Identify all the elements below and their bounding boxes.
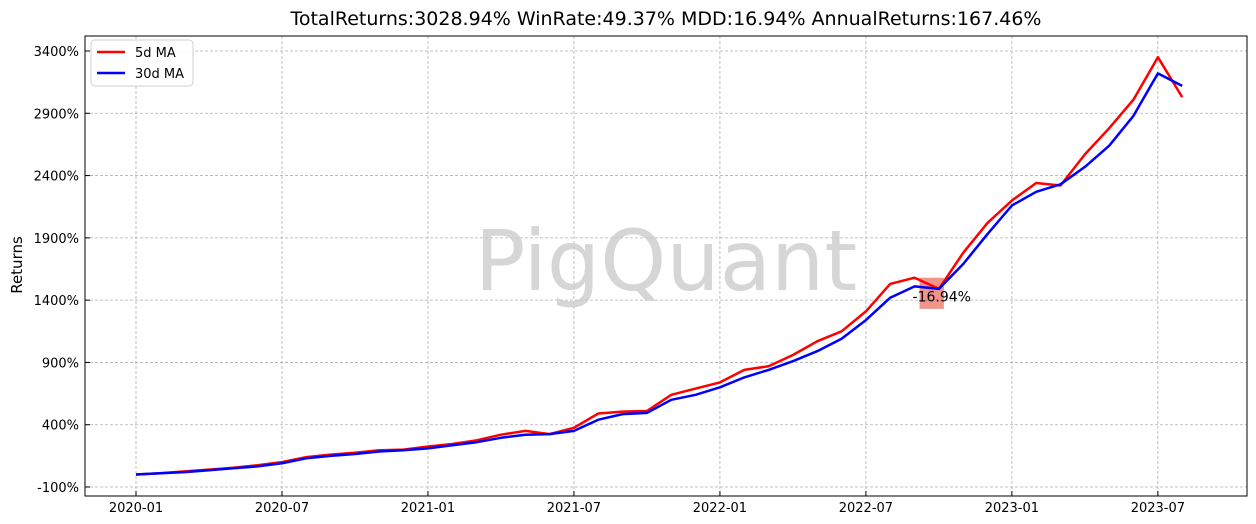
legend-label-30d-ma: 30d MA [135,67,184,82]
grid [85,36,1247,496]
y-tick-label: 3400% [34,45,79,60]
x-tick-label: 2020-01 [109,501,163,516]
x-tick-label: 2022-01 [693,501,747,516]
x-tick-label: 2023-07 [1131,501,1185,516]
y-tick-label: 2900% [34,107,79,122]
y-tick-label: 2400% [34,170,79,185]
watermark: PigQuant [475,212,857,310]
chart-title: TotalReturns:3028.94% WinRate:49.37% MDD… [289,8,1041,30]
axis-ticks: -100% 400% 900% 1400% 1900% 2400% 2900% 3400% 20… [34,45,1185,516]
plot-frame [84,35,1248,497]
x-tick-label: 2021-07 [547,501,601,516]
legend-label-5d-ma: 5d MA [135,46,176,61]
y-tick-label: -100% [37,481,79,496]
x-tick-label: 2021-01 [401,501,455,516]
y-tick-label: 1400% [34,294,79,309]
x-tick-label: 2023-01 [985,501,1039,516]
y-tick-label: 1900% [34,232,79,247]
drawdown-annotation: -16.94% [913,289,971,305]
series-line-30d-ma [135,72,1183,476]
x-tick-label: 2022-07 [839,501,893,516]
plot-area [85,36,1247,496]
legend: 5d MA 30d MA [90,39,194,87]
y-tick-label: 400% [42,419,79,434]
y-tick-label: 900% [42,356,79,371]
series-lines [135,55,1184,476]
x-tick-label: 2020-07 [255,501,309,516]
y-axis-label: Returns [8,236,26,294]
